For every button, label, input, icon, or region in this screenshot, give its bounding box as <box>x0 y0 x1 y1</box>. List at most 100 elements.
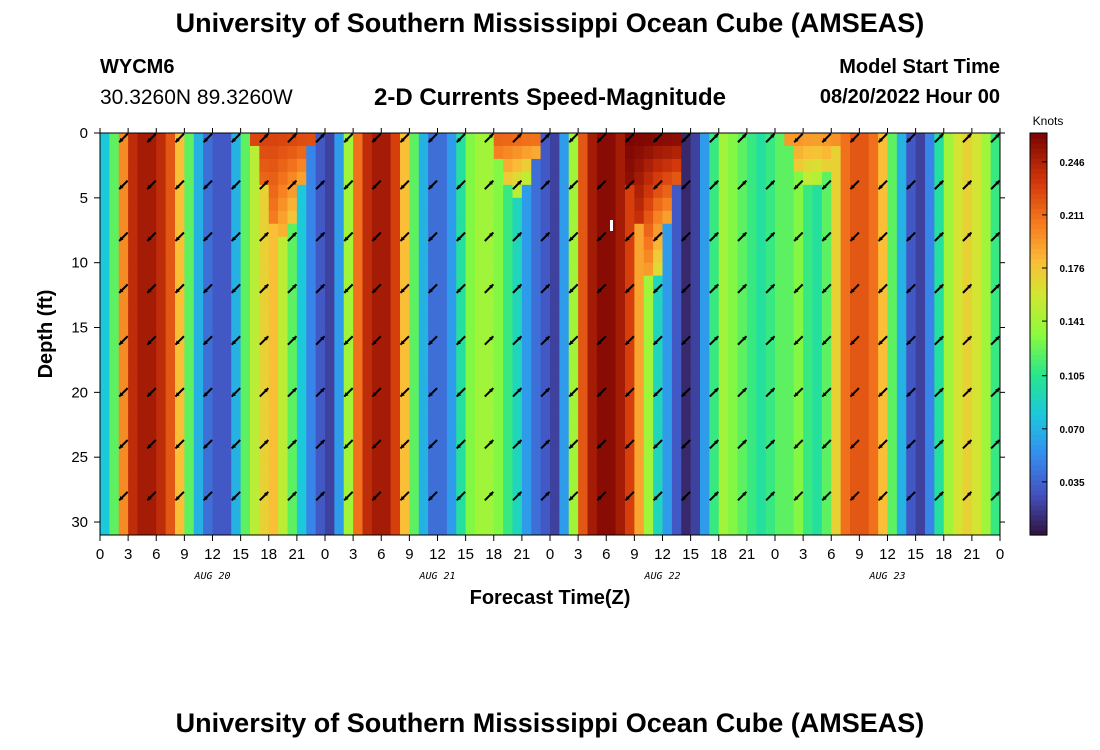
heatmap-cell <box>925 145 935 160</box>
heatmap-cell <box>718 288 729 303</box>
heatmap-cell <box>296 197 307 212</box>
heatmap-cell <box>221 249 232 264</box>
heatmap-cell <box>765 405 776 419</box>
arrow-head <box>517 133 522 139</box>
heatmap-cell <box>409 496 420 510</box>
heatmap-cell <box>943 496 954 510</box>
heatmap-cell <box>971 457 982 471</box>
heatmap-cell <box>212 431 223 445</box>
heatmap-cell <box>137 197 148 212</box>
heatmap-cell <box>156 133 167 147</box>
heatmap-cell <box>812 262 823 277</box>
heatmap-cell <box>437 145 448 160</box>
heatmap-cell <box>100 197 110 212</box>
arrow-head <box>878 392 883 397</box>
heatmap-cell <box>765 171 776 186</box>
heatmap-cell <box>718 327 729 341</box>
heatmap-cell <box>568 405 579 419</box>
heatmap-cell <box>784 262 795 277</box>
heatmap-cell <box>934 171 945 186</box>
heatmap-cell <box>278 301 288 316</box>
heatmap-cell <box>653 158 663 173</box>
heatmap-cell <box>596 327 607 341</box>
heatmap-cell <box>240 418 251 432</box>
arrow-head <box>231 184 237 190</box>
heatmap-cell <box>296 223 307 238</box>
arrow-head <box>231 236 237 241</box>
heatmap-cell <box>662 379 673 393</box>
heatmap-cell <box>643 405 654 419</box>
current-arrow <box>990 335 1001 346</box>
colorbar-segment <box>1030 138 1047 144</box>
heatmap-cell <box>775 171 785 186</box>
heatmap-cell <box>128 210 138 225</box>
heatmap-cell <box>221 145 232 160</box>
heatmap-cell <box>962 340 973 354</box>
heatmap-cell <box>306 509 317 523</box>
heatmap-cell <box>690 457 701 471</box>
heatmap-cell <box>962 522 973 536</box>
heatmap-cell <box>493 275 504 290</box>
heatmap-cell <box>615 405 626 419</box>
heatmap-cell <box>962 133 973 147</box>
heatmap-cell <box>118 392 129 406</box>
heatmap-cell <box>465 470 476 484</box>
heatmap-cell <box>925 288 935 303</box>
heatmap-cell <box>418 405 429 419</box>
heatmap-cell <box>671 133 682 147</box>
heatmap-cell <box>700 171 710 186</box>
heatmap-cell <box>353 405 363 419</box>
heatmap-cell <box>850 197 860 212</box>
heatmap-cell <box>231 158 242 173</box>
heatmap-cell <box>540 366 551 380</box>
heatmap-cell <box>343 522 354 536</box>
heatmap-cell <box>568 366 579 380</box>
heatmap-cell <box>259 223 270 238</box>
heatmap-cell <box>634 184 645 199</box>
heatmap-cell <box>662 184 673 199</box>
heatmap-cell <box>362 262 373 277</box>
current-arrow <box>905 283 916 294</box>
heatmap-cell <box>981 405 992 419</box>
heatmap-cell <box>625 353 635 367</box>
x-tick-label: 3 <box>124 546 132 563</box>
heatmap-cell <box>353 288 363 303</box>
heatmap-cell <box>606 301 617 316</box>
heatmap-cell <box>887 366 898 380</box>
current-arrow <box>652 133 663 143</box>
heatmap-cell <box>690 418 701 432</box>
heatmap-cell <box>362 457 373 471</box>
heatmap-cell <box>718 301 729 316</box>
heatmap-cell <box>915 301 926 316</box>
heatmap-cell <box>118 314 129 329</box>
heatmap-cell <box>409 353 420 367</box>
heatmap-cell <box>503 405 513 419</box>
heatmap-cell <box>240 223 251 238</box>
heatmap-cell <box>681 223 692 238</box>
current-arrow <box>793 231 804 242</box>
x-tick-label: 3 <box>349 546 357 563</box>
heatmap-cell <box>728 418 738 432</box>
arrow-head <box>400 444 405 449</box>
heatmap-cell <box>681 444 692 458</box>
heatmap-cell <box>465 431 476 445</box>
heatmap-cell <box>953 197 963 212</box>
heatmap-cell <box>812 301 823 316</box>
heatmap-cell <box>100 184 110 199</box>
heatmap-cell <box>212 314 223 329</box>
heatmap-cell <box>212 444 223 458</box>
heatmap-cell <box>306 431 317 445</box>
heatmap-cell <box>390 496 401 510</box>
heatmap-cell <box>746 431 757 445</box>
heatmap-cell <box>821 288 832 303</box>
heatmap-cell <box>596 249 607 264</box>
heatmap-cell <box>165 133 176 147</box>
heatmap-cell <box>456 470 467 484</box>
current-arrow <box>230 133 241 143</box>
arrow-head <box>428 236 433 241</box>
heatmap-cell <box>559 210 570 225</box>
model-start-value: 08/20/2022 Hour 00 <box>819 86 1000 108</box>
heatmap-cell <box>906 522 917 536</box>
arrow-head <box>428 340 433 345</box>
heatmap-cell <box>493 392 504 406</box>
